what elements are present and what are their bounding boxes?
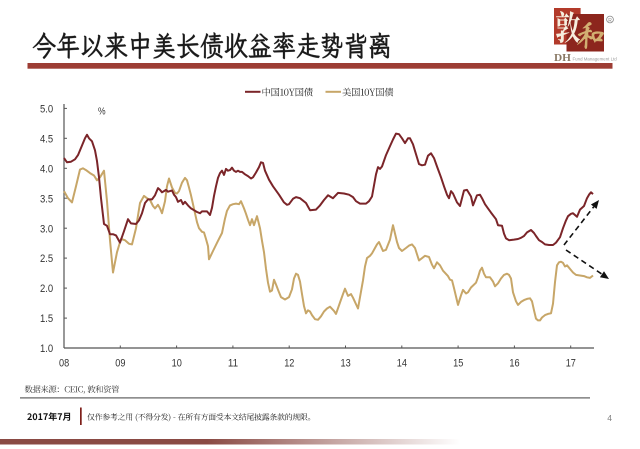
svg-text:09: 09: [115, 358, 125, 370]
svg-text:Fund Management Ltd: Fund Management Ltd: [573, 56, 618, 61]
svg-text:3.5: 3.5: [40, 193, 53, 205]
svg-text:13: 13: [341, 358, 351, 370]
svg-text:16: 16: [509, 358, 519, 370]
svg-text:4: 4: [607, 413, 612, 423]
svg-text:R: R: [608, 18, 612, 24]
svg-text:2.0: 2.0: [40, 283, 53, 295]
svg-text:DH: DH: [554, 52, 571, 64]
svg-text:1.0: 1.0: [40, 343, 53, 355]
svg-text:1.5: 1.5: [40, 313, 53, 325]
svg-text:5.0: 5.0: [40, 104, 53, 116]
svg-text:4.5: 4.5: [40, 133, 53, 145]
svg-text:15: 15: [453, 358, 463, 370]
svg-text:10: 10: [172, 358, 182, 370]
svg-text:3.0: 3.0: [40, 223, 53, 235]
svg-text:%: %: [98, 106, 106, 118]
svg-text:11: 11: [228, 358, 238, 370]
svg-text:08: 08: [59, 358, 69, 370]
svg-text:17: 17: [566, 358, 576, 370]
svg-text:2.5: 2.5: [40, 253, 53, 265]
svg-text:14: 14: [397, 358, 407, 370]
svg-text:4.0: 4.0: [40, 163, 53, 175]
svg-text:12: 12: [284, 358, 294, 370]
